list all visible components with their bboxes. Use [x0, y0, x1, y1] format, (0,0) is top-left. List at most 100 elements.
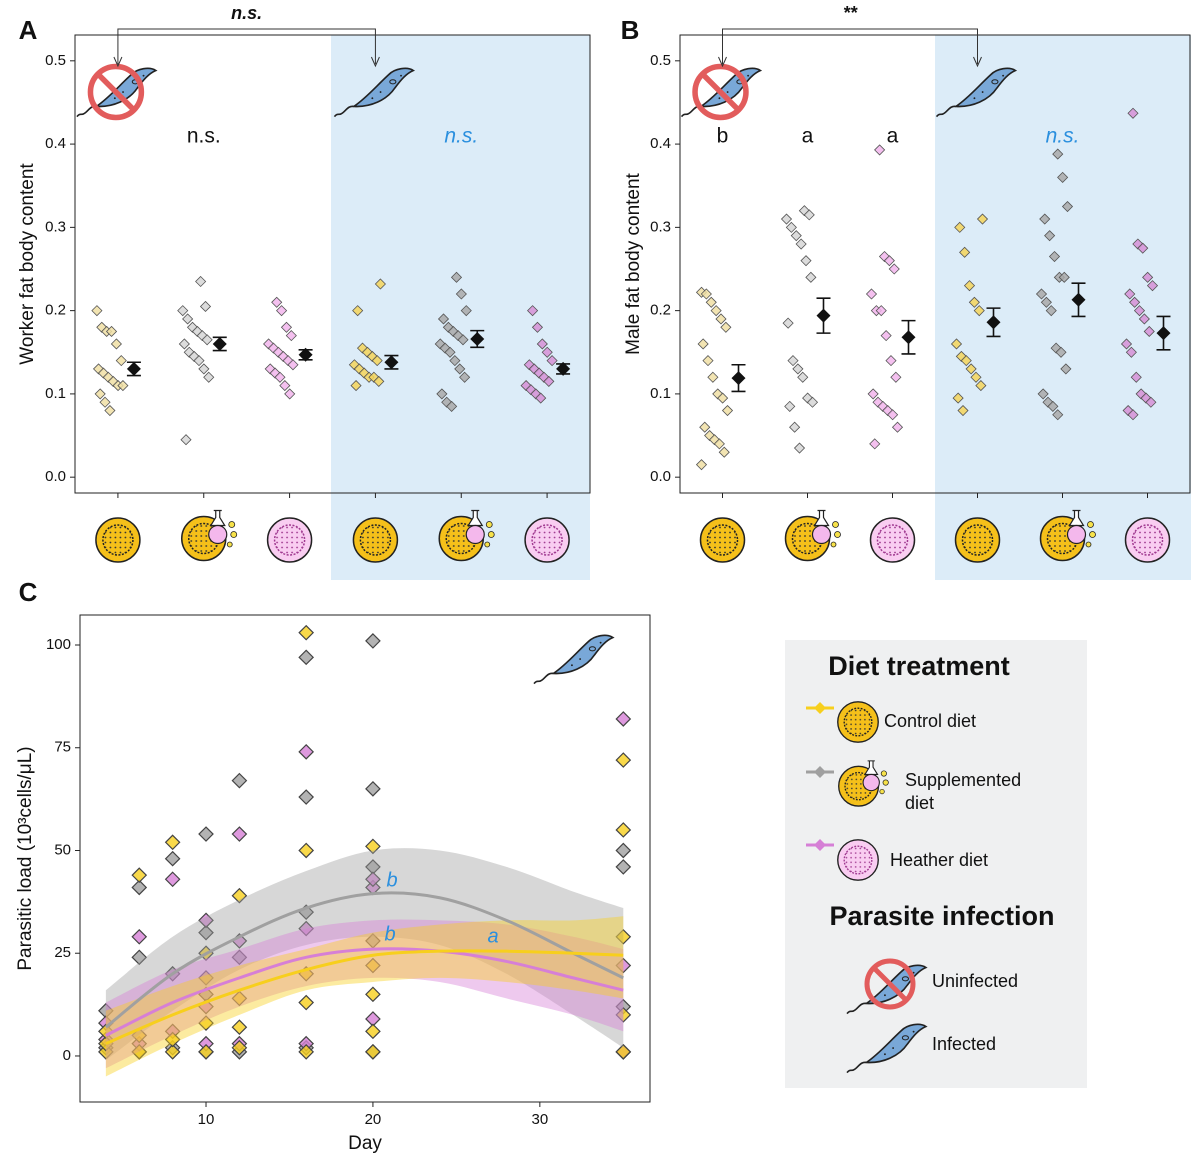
data-point: [959, 246, 971, 258]
data-point: [231, 887, 248, 904]
data-point: [865, 288, 878, 300]
arrowhead: [113, 56, 123, 68]
data-point: [264, 363, 276, 375]
data-point: [131, 1027, 148, 1044]
data-point: [887, 409, 899, 421]
comparison-bracket: [117, 28, 376, 64]
mean-point: [470, 331, 485, 346]
data-point: [1057, 171, 1069, 183]
data-point: [365, 871, 381, 888]
data-point: [94, 388, 106, 400]
data-point: [198, 970, 214, 986]
data-point: [615, 1044, 632, 1060]
data-point: [541, 346, 553, 358]
data-point: [1050, 342, 1062, 354]
data-point: [164, 850, 181, 867]
data-point: [198, 363, 210, 375]
data-point: [531, 321, 544, 333]
data-point: [460, 305, 472, 317]
data-point: [1145, 396, 1157, 408]
legend-marker: [814, 766, 826, 778]
data-point: [950, 338, 963, 350]
legend-label: Heather diet: [890, 850, 988, 870]
data-point: [231, 1039, 248, 1056]
data-point: [131, 949, 148, 966]
data-point: [348, 359, 360, 371]
data-point: [1052, 409, 1064, 421]
data-point: [231, 990, 248, 1007]
legend-marker: [814, 839, 826, 851]
data-point: [885, 355, 897, 367]
data-point: [274, 371, 286, 383]
legend-marker: [814, 702, 826, 714]
data-point: [1143, 325, 1155, 338]
fit-line: [105, 947, 624, 1037]
panel-label: C: [19, 577, 38, 607]
data-point: [528, 363, 540, 375]
data-point: [957, 404, 969, 417]
y-tick-label: 75: [54, 739, 71, 756]
data-point: [1142, 271, 1154, 283]
data-point: [368, 371, 380, 383]
legend-box: [785, 640, 1087, 1088]
data-point: [888, 263, 900, 275]
data-point: [1061, 200, 1074, 213]
data-point: [457, 334, 469, 346]
arrowhead: [370, 56, 380, 68]
data-point: [365, 780, 381, 797]
infected-shade: [331, 35, 590, 580]
legend-label: Supplemented diet: [905, 770, 1022, 813]
mean-point: [731, 371, 746, 386]
data-point: [98, 1044, 114, 1060]
y-tick-label: 0.4: [650, 135, 671, 152]
data-point: [131, 1044, 148, 1060]
data-point: [131, 928, 148, 945]
data-point: [99, 396, 111, 408]
data-point: [782, 317, 794, 329]
data-point: [447, 325, 459, 338]
data-point: [874, 144, 886, 156]
data-point: [198, 1015, 214, 1031]
data-point: [198, 826, 214, 842]
y-axis-title: Worker fat body content: [17, 163, 38, 365]
data-point: [285, 330, 297, 342]
data-point: [92, 363, 105, 375]
data-point: [1122, 404, 1134, 417]
data-point: [795, 238, 807, 250]
y-tick-label: 100: [46, 636, 71, 653]
data-point: [1047, 400, 1059, 412]
y-tick-label: 0.3: [45, 218, 66, 235]
mean-point: [212, 336, 227, 351]
comparison-label: **: [843, 3, 858, 23]
data-point: [700, 288, 712, 300]
data-point: [1135, 388, 1147, 400]
data-point: [365, 633, 381, 649]
data-point: [1048, 250, 1061, 263]
data-point: [546, 355, 558, 367]
data-point: [955, 350, 967, 362]
data-point: [718, 446, 730, 458]
data-point: [1040, 296, 1052, 308]
data-point: [231, 772, 248, 789]
y-tick-label: 0.0: [650, 468, 671, 485]
data-point: [193, 355, 205, 367]
data-point: [198, 1044, 214, 1060]
data-point: [1130, 371, 1142, 383]
data-point: [231, 826, 248, 842]
data-point: [784, 400, 796, 412]
data-point: [198, 912, 214, 929]
icon: [869, 517, 916, 563]
data-point: [615, 822, 632, 838]
data-point: [366, 350, 378, 362]
y-tick-label: 0: [63, 1047, 71, 1064]
data-point: [867, 388, 879, 400]
confidence-band: [105, 848, 624, 1061]
mean-point: [126, 361, 141, 376]
data-point: [298, 789, 315, 805]
data-point: [715, 313, 727, 325]
y-tick-label: 0.2: [45, 302, 66, 319]
data-point: [789, 421, 801, 433]
panel-label: A: [19, 15, 38, 45]
icon: [954, 517, 1001, 563]
